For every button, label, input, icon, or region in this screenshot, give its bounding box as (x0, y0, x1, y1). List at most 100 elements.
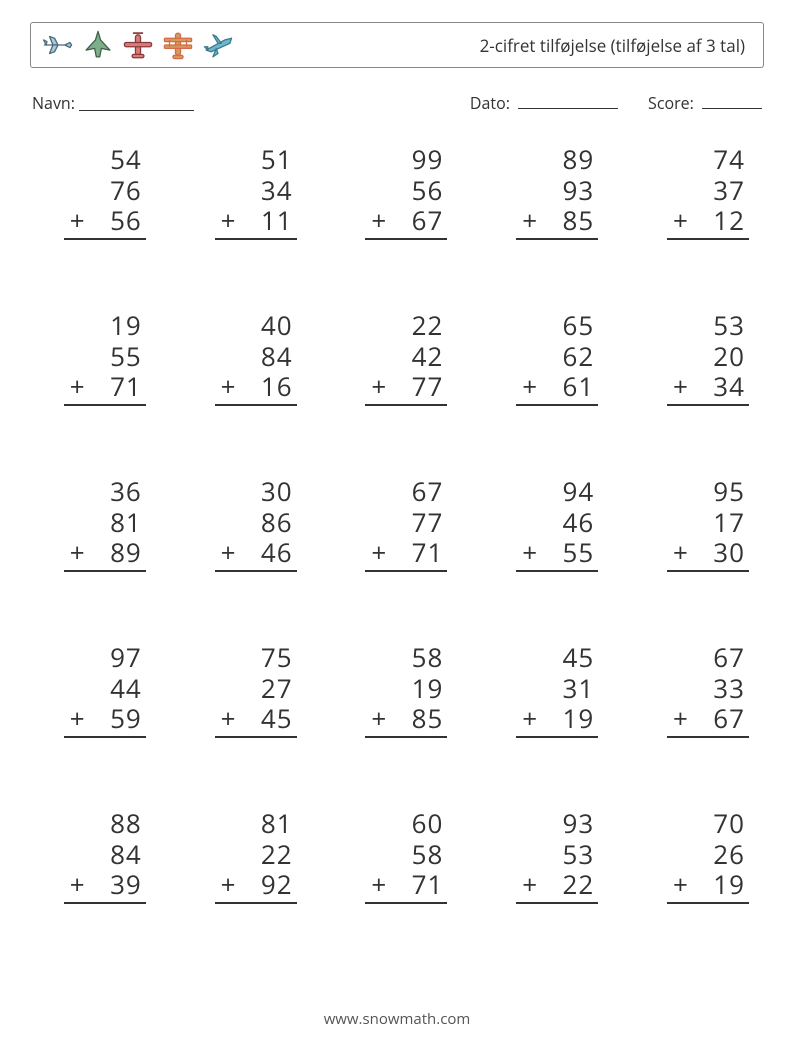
addend-3: 59 (110, 703, 142, 734)
addend-2: 55 (110, 341, 146, 372)
operator: + (371, 869, 387, 900)
addend-1: 58 (412, 642, 448, 673)
addend-3: 61 (562, 371, 594, 402)
answer-line (365, 902, 447, 926)
addend-2: 44 (110, 673, 146, 704)
problem: 5134+11 (196, 144, 297, 262)
operator: + (70, 205, 86, 236)
answer-line (365, 238, 447, 262)
answer-line (365, 736, 447, 760)
operator: + (522, 205, 538, 236)
answer-line (365, 570, 447, 594)
problem: 4084+16 (196, 310, 297, 428)
addend-1: 81 (261, 808, 297, 839)
meta-row: Navn: Dato: Score: (30, 92, 764, 114)
operator-line: +77 (371, 371, 447, 402)
addend-1: 19 (110, 310, 146, 341)
operator: + (673, 205, 689, 236)
addend-3: 11 (261, 205, 293, 236)
addend-3: 77 (412, 371, 444, 402)
addend-2: 27 (261, 673, 297, 704)
answer-line (64, 570, 146, 594)
answer-line (215, 570, 297, 594)
operator: + (70, 869, 86, 900)
problem: 1955+71 (45, 310, 146, 428)
operator: + (673, 703, 689, 734)
answer-line (365, 404, 447, 428)
operator-line: +19 (673, 869, 749, 900)
problem: 9956+67 (347, 144, 448, 262)
footer-url: www.snowmath.com (0, 1009, 794, 1029)
operator-line: +61 (522, 371, 598, 402)
operator-line: +46 (221, 537, 297, 568)
addend-1: 89 (562, 144, 598, 175)
addend-2: 93 (562, 175, 598, 206)
addend-3: 71 (412, 537, 444, 568)
operator: + (70, 537, 86, 568)
name-field-line (79, 95, 194, 111)
problem: 8122+92 (196, 808, 297, 926)
addend-1: 45 (562, 642, 598, 673)
answer-line (667, 902, 749, 926)
operator-line: +12 (673, 205, 749, 236)
addend-3: 67 (412, 205, 444, 236)
problem: 2242+77 (347, 310, 448, 428)
addend-2: 58 (412, 839, 448, 870)
addend-1: 67 (412, 476, 448, 507)
operator-line: +30 (673, 537, 749, 568)
operator-line: +55 (522, 537, 598, 568)
operator-line: +45 (221, 703, 297, 734)
addend-3: 55 (562, 537, 594, 568)
addend-1: 30 (261, 476, 297, 507)
problem: 4531+19 (497, 642, 598, 760)
airliner-icon (201, 28, 235, 62)
operator-line: +16 (221, 371, 297, 402)
answer-line (516, 736, 598, 760)
problem: 6058+71 (347, 808, 448, 926)
operator-line: +34 (673, 371, 749, 402)
answer-line (667, 404, 749, 428)
addend-1: 36 (110, 476, 146, 507)
operator: + (221, 205, 237, 236)
addend-3: 39 (110, 869, 142, 900)
problem: 3086+46 (196, 476, 297, 594)
addend-2: 84 (261, 341, 297, 372)
operator: + (221, 371, 237, 402)
problem: 6562+61 (497, 310, 598, 428)
addend-3: 71 (412, 869, 444, 900)
addend-3: 19 (562, 703, 594, 734)
problem: 9744+59 (45, 642, 146, 760)
problem: 7437+12 (648, 144, 749, 262)
addend-3: 56 (110, 205, 142, 236)
operator: + (522, 703, 538, 734)
answer-line (215, 736, 297, 760)
addend-2: 20 (713, 341, 749, 372)
answer-line (215, 404, 297, 428)
worksheet-title: 2-cifret tilføjelse (tilføjelse af 3 tal… (480, 34, 745, 57)
answer-line (215, 902, 297, 926)
answer-line (64, 238, 146, 262)
operator-line: +71 (70, 371, 146, 402)
addend-3: 45 (261, 703, 293, 734)
operator: + (522, 869, 538, 900)
addend-1: 53 (713, 310, 749, 341)
score-field-line (702, 93, 762, 109)
jet-icon (81, 28, 115, 62)
operator: + (371, 537, 387, 568)
addend-2: 34 (261, 175, 297, 206)
operator-line: +89 (70, 537, 146, 568)
addend-2: 17 (713, 507, 749, 538)
addend-2: 62 (562, 341, 598, 372)
addend-2: 76 (110, 175, 146, 206)
date-field-line (518, 93, 618, 109)
problem: 9353+22 (497, 808, 598, 926)
problem: 8884+39 (45, 808, 146, 926)
operator-line: +19 (522, 703, 598, 734)
operator: + (371, 703, 387, 734)
addend-1: 93 (562, 808, 598, 839)
addend-1: 65 (562, 310, 598, 341)
operator: + (522, 371, 538, 402)
answer-line (516, 238, 598, 262)
addend-2: 81 (110, 507, 146, 538)
addend-1: 94 (562, 476, 598, 507)
